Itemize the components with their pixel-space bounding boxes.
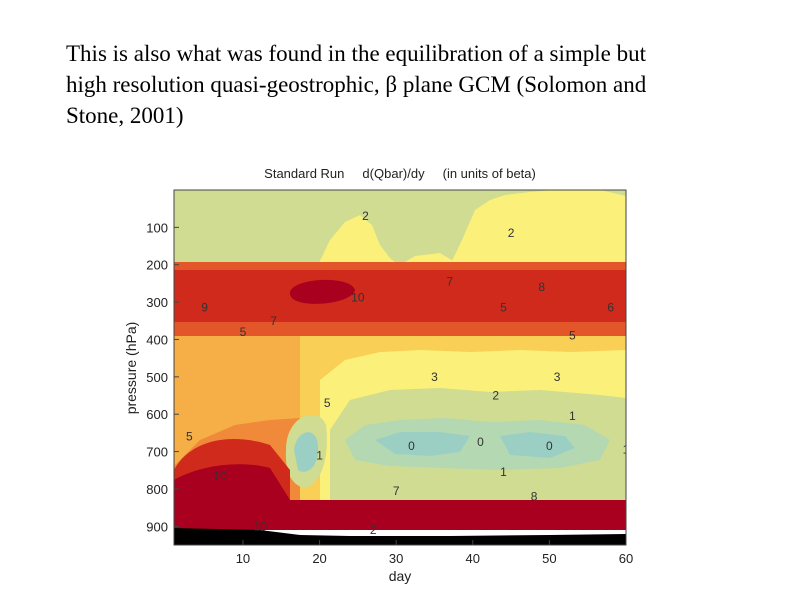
- y-tick-label: 300: [146, 295, 168, 310]
- contour-label: 2: [615, 173, 622, 187]
- contour-label: 2: [508, 226, 515, 240]
- y-tick-label: 900: [146, 519, 168, 534]
- contour-label: 7: [446, 275, 453, 289]
- caption-line-1: This is also what was found in the equil…: [66, 41, 647, 66]
- contour-label: 1: [569, 409, 576, 423]
- contour-label: 0: [408, 439, 415, 453]
- contour-label: 0: [477, 435, 484, 449]
- y-tick-label: 800: [146, 482, 168, 497]
- x-axis-label: day: [389, 568, 412, 584]
- contour-label: 2: [492, 389, 499, 403]
- x-tick-label: 10: [236, 551, 250, 566]
- low-level-band: [174, 500, 626, 530]
- contour-label: 1: [623, 443, 630, 457]
- x-tick-label: 60: [619, 551, 633, 566]
- contour-label: 10: [213, 469, 227, 483]
- upper-yellow-patch-left: [318, 215, 398, 265]
- upper-yellow-patch-right: [450, 190, 626, 265]
- contour-label: 5: [186, 430, 193, 444]
- y-tick-label: 100: [146, 220, 168, 235]
- contour-label: 5: [324, 396, 331, 410]
- contour-label: 8: [531, 489, 538, 503]
- surface-band: [174, 528, 626, 545]
- y-tick-label: 400: [146, 332, 168, 347]
- chart-title: Standard Run d(Qbar)/dy (in units of bet…: [264, 166, 536, 181]
- y-tick-label: 700: [146, 445, 168, 460]
- contour-label: 5: [569, 329, 576, 343]
- jet-band-peak: [289, 279, 355, 304]
- x-tick-label: 20: [312, 551, 326, 566]
- y-axis-label: pressure (hPa): [123, 322, 139, 415]
- contour-label: 0: [546, 439, 553, 453]
- caption-line-2: high resolution quasi-geostrophic, β pla…: [66, 72, 647, 97]
- mid-layer-late-teal-core-2: [500, 432, 575, 458]
- contour-label: 9: [201, 301, 208, 315]
- x-axis-ticks: 10 20 30 40 50 60: [236, 540, 633, 566]
- day20-teal-column: [294, 432, 319, 472]
- y-axis-ticks: 100 200 300 400 500 600 700 800 900: [146, 220, 179, 534]
- jet-band-core: [174, 270, 626, 322]
- contour-label: 7: [270, 314, 277, 328]
- contour-label: 1: [500, 465, 507, 479]
- contour-label: 5: [240, 325, 247, 339]
- y-tick-label: 200: [146, 258, 168, 273]
- slide-caption: This is also what was found in the equil…: [66, 38, 766, 131]
- y-tick-label: 600: [146, 407, 168, 422]
- x-tick-label: 50: [542, 551, 556, 566]
- contour-label: 8: [538, 280, 545, 294]
- plot-area: 2 2 2 7 8 10 9 5 6 7 5 5 3 3 2 5 1 5 0 0 0 1 1 1 10 7 8 -10 2: [174, 173, 630, 545]
- contour-label: 5: [500, 301, 507, 315]
- y-tick-label: 500: [146, 370, 168, 385]
- contour-label: 3: [431, 370, 438, 384]
- contour-label: 1: [316, 448, 323, 462]
- plot-frame: [173, 189, 627, 546]
- contour-label: -10: [250, 519, 268, 533]
- contour-label: 3: [554, 370, 561, 384]
- contour-label: 6: [607, 301, 614, 315]
- contour-label: 2: [362, 209, 369, 223]
- contour-label: 10: [351, 291, 365, 305]
- low-level-band-left-bulge: [174, 464, 290, 500]
- x-tick-label: 30: [389, 551, 403, 566]
- contour-labels: 2 2 2 7 8 10 9 5 6 7 5 5 3 3 2 5 1 5 0 0 0 1 1 1 10 7 8 -10 2: [186, 173, 630, 537]
- contour-label: 2: [370, 523, 377, 537]
- mid-layer-late-teal-core: [375, 432, 470, 456]
- x-tick-label: 40: [466, 551, 480, 566]
- contour-label: 7: [393, 484, 400, 498]
- caption-line-3: Stone, 2001): [66, 103, 184, 128]
